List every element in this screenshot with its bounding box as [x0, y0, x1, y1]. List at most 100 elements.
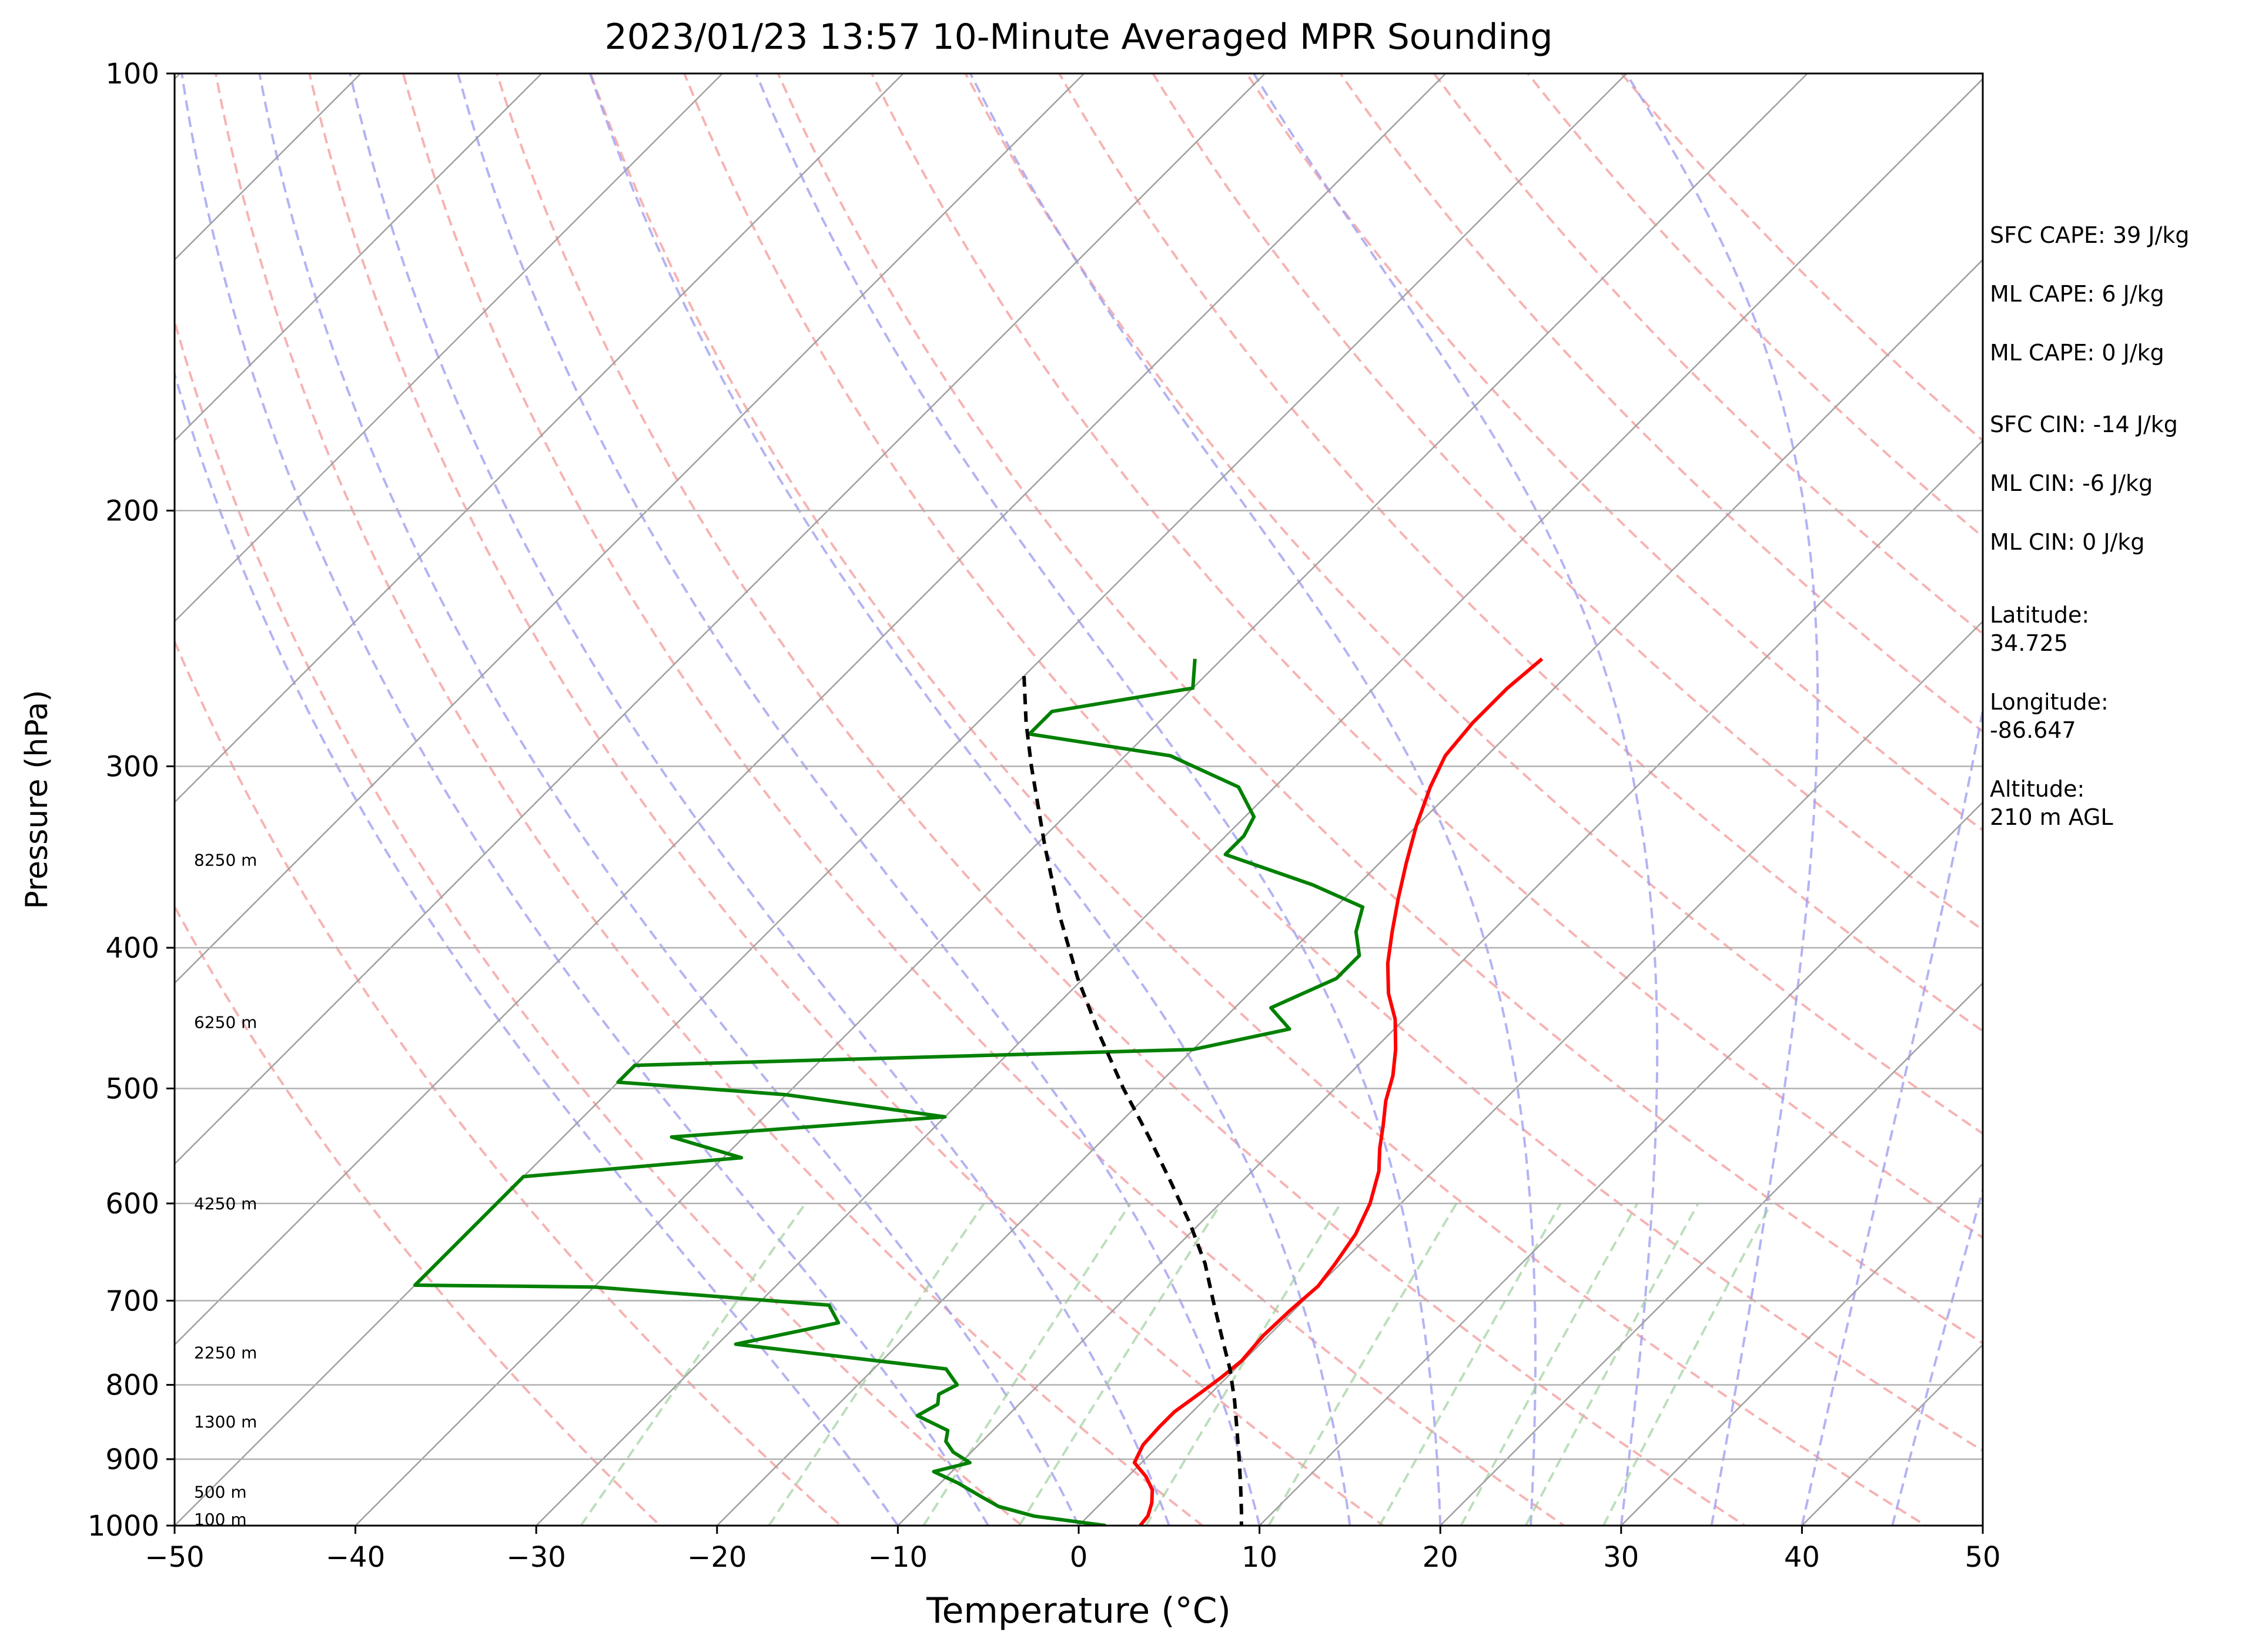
- x-tick-label: 50: [1965, 1541, 2000, 1574]
- isotherm: [175, 73, 724, 623]
- x-tick-label: −30: [507, 1541, 566, 1574]
- y-tick-label: 600: [105, 1188, 159, 1220]
- mixing-ratio-line: [768, 1202, 985, 1526]
- dry-adiabat: [964, 73, 1983, 1135]
- height-label: 4250 m: [194, 1194, 257, 1213]
- y-tick-label: 300: [105, 750, 159, 783]
- y-axis-label: Pressure (hPa): [19, 690, 55, 909]
- moist-adiabat: [1253, 73, 1659, 1526]
- dry-adiabat: [175, 317, 1024, 1526]
- mixing-ratio-line: [1378, 1203, 1562, 1526]
- dry-adiabat: [308, 73, 1386, 1526]
- isotherm: [175, 73, 362, 261]
- chart-title: 2023/01/23 13:57 10-Minute Averaged MPR …: [605, 16, 1553, 58]
- height-label: 1300 m: [194, 1412, 257, 1432]
- isotherm: [1620, 1163, 1983, 1526]
- x-tick-label: 20: [1423, 1541, 1458, 1574]
- mixing-ratio-line: [580, 1202, 807, 1526]
- height-label: 6250 m: [194, 1012, 257, 1032]
- dry-adiabat: [1619, 73, 1983, 442]
- moist-adiabat: [175, 370, 899, 1526]
- x-axis-label: Temperature (°C): [926, 1590, 1231, 1631]
- x-tick-label: −40: [326, 1541, 385, 1574]
- y-tick-label: 700: [105, 1285, 159, 1317]
- isotherm: [354, 73, 1809, 1526]
- mixing-ratio-line: [1524, 1203, 1699, 1526]
- ml-cape-stat: ML CAPE: 6 J/kg: [1990, 281, 2164, 307]
- x-tick-label: 40: [1784, 1541, 1820, 1574]
- y-tick-label: 200: [105, 495, 159, 528]
- dry-adiabat: [870, 73, 1983, 1239]
- isotherm: [1258, 801, 1983, 1526]
- plot-frame: [173, 72, 1984, 1527]
- dry-adiabat: [589, 73, 1928, 1526]
- latitude-label: Latitude:: [1990, 602, 2090, 628]
- x-tick-label: 0: [1070, 1541, 1088, 1574]
- isotherm: [1078, 620, 1983, 1526]
- x-tick-label: 10: [1242, 1541, 1277, 1574]
- sounding-series: [413, 657, 1544, 1526]
- y-tick-label: 1000: [88, 1510, 159, 1543]
- altitude-value: 210 m AGL: [1990, 804, 2113, 830]
- dry-adiabat: [175, 638, 843, 1526]
- dry-adiabat: [401, 73, 1567, 1526]
- pressure-gridlines: [175, 73, 1983, 1526]
- dry-adiabat: [214, 73, 1204, 1526]
- moist-adiabat: [1801, 704, 1983, 1526]
- dry-adiabat: [1151, 73, 1983, 932]
- sfc-cin-stat: SFC CIN: -14 J/kg: [1990, 412, 2178, 437]
- ml-cin-stat-2: ML CIN: 0 J/kg: [1990, 529, 2145, 555]
- height-label: 8250 m: [194, 851, 257, 870]
- dry-adiabat: [496, 73, 1748, 1526]
- sfc-cape-stat: SFC CAPE: 39 J/kg: [1990, 222, 2190, 248]
- dry-adiabat: [175, 904, 662, 1526]
- x-tick-label: −20: [687, 1541, 747, 1574]
- x-axis-ticks: −50 −40 −30 −20 −10 0 10 20 30 40 50: [145, 1526, 2001, 1574]
- moist-adiabat: [969, 73, 1537, 1526]
- mixing-ratio-line: [1267, 1202, 1458, 1526]
- moist-adiabat: [755, 73, 1442, 1526]
- isotherm: [175, 73, 1266, 1165]
- isotherm: [175, 73, 1447, 1346]
- dry-adiabat: [682, 73, 1983, 1453]
- background-lines: [175, 73, 1983, 1526]
- mixing-ratio-line: [1602, 1203, 1772, 1526]
- y-tick-label: 500: [105, 1072, 159, 1105]
- isotherm: [716, 259, 1983, 1526]
- dry-adiabat: [1058, 73, 1983, 1033]
- moist-adiabat: [456, 73, 1261, 1526]
- y-tick-label: 800: [105, 1369, 159, 1402]
- x-tick-label: −50: [145, 1541, 204, 1574]
- y-tick-label: 100: [105, 58, 159, 91]
- dewpoint-profile: [413, 658, 1365, 1526]
- ml-cape-stat-2: ML CAPE: 0 J/kg: [1990, 340, 2164, 366]
- isotherm: [175, 73, 905, 804]
- isotherm: [175, 73, 1628, 1526]
- mixing-ratio-line: [922, 1202, 1132, 1526]
- altitude-label: Altitude:: [1990, 776, 2085, 802]
- isotherm: [535, 78, 1983, 1526]
- y-tick-label: 900: [105, 1443, 159, 1476]
- parcel-profile: [1022, 675, 1243, 1526]
- y-axis-ticks: 1000 900 800 700 600 500 400 300 200 100: [88, 58, 175, 1543]
- mixing-ratio-line: [1018, 1202, 1222, 1526]
- dry-adiabat: [777, 73, 1983, 1345]
- longitude-value: -86.647: [1990, 717, 2076, 743]
- x-tick-label: 30: [1603, 1541, 1639, 1574]
- moist-adiabat: [180, 73, 989, 1526]
- isotherm: [1439, 982, 1983, 1526]
- isotherm: [175, 73, 1085, 984]
- latitude-value: 34.725: [1990, 630, 2068, 656]
- isotherm: [175, 73, 543, 442]
- x-tick-label: −10: [868, 1541, 928, 1574]
- longitude-label: Longitude:: [1990, 689, 2109, 715]
- ml-cin-stat: ML CIN: -6 J/kg: [1990, 470, 2153, 496]
- moist-adiabat: [258, 73, 1080, 1526]
- moist-adiabat: [588, 73, 1351, 1526]
- mixing-ratio-line: [1145, 1202, 1342, 1526]
- dry-adiabat: [1526, 73, 1983, 539]
- moist-adiabat: [1891, 1186, 1983, 1526]
- y-tick-label: 400: [105, 932, 159, 965]
